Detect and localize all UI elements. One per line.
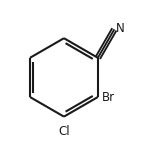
Text: Br: Br — [102, 91, 116, 103]
Text: Cl: Cl — [58, 125, 70, 138]
Text: N: N — [116, 22, 125, 35]
